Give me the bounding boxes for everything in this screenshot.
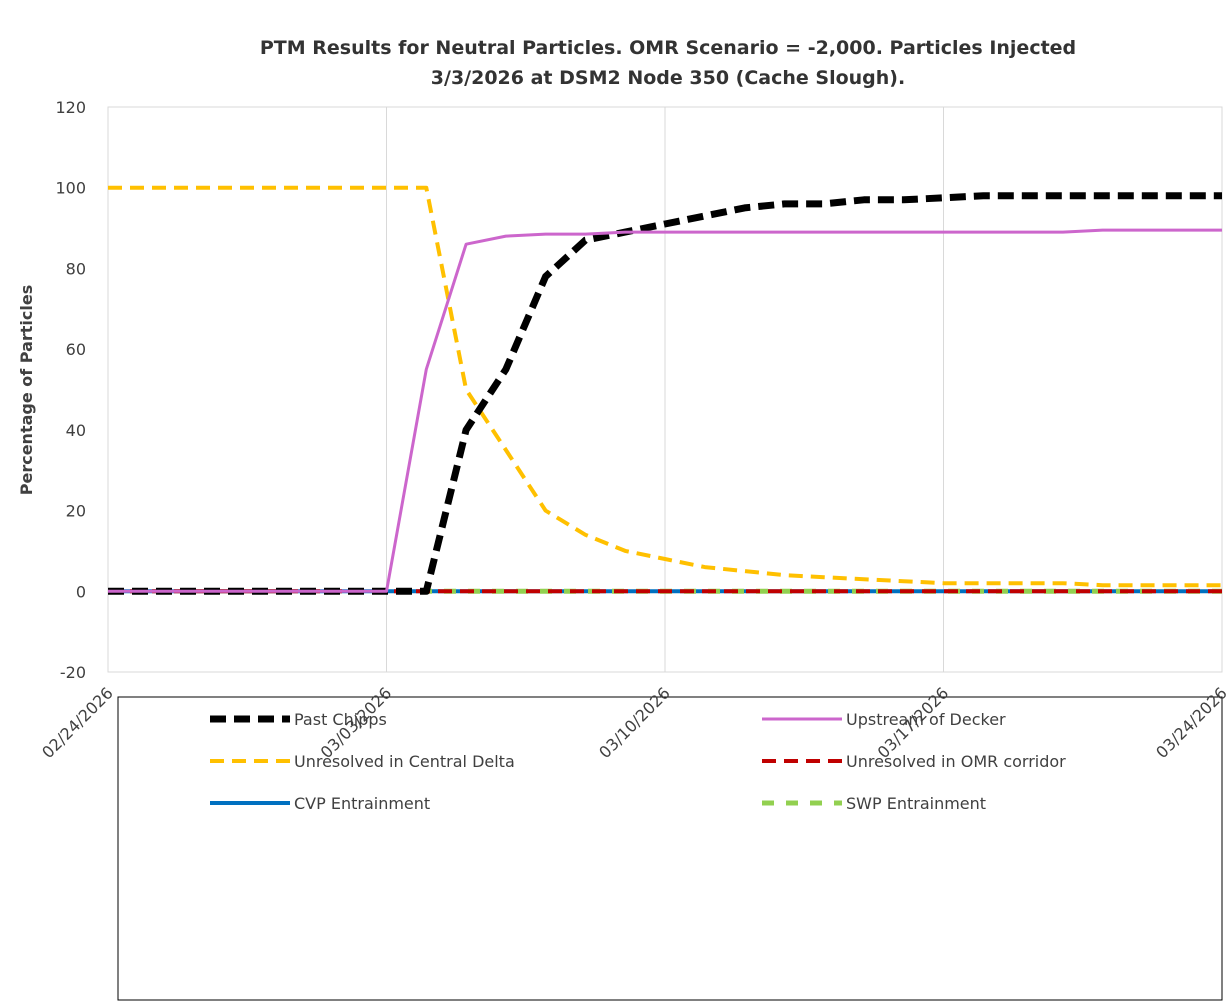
y-tick-label: 0 (76, 582, 86, 601)
chart-title: 3/3/2026 at DSM2 Node 350 (Cache Slough)… (431, 67, 905, 89)
y-tick-label: 100 (55, 179, 86, 198)
series-line (108, 228, 1222, 593)
y-tick-label: 40 (66, 421, 86, 440)
legend-label: Unresolved in Central Delta (294, 752, 515, 771)
y-tick-label: 60 (66, 340, 86, 359)
legend-label: Unresolved in OMR corridor (846, 752, 1066, 771)
y-tick-label: 80 (66, 259, 86, 278)
y-axis-label: Percentage of Particles (17, 285, 36, 496)
legend-box (117, 696, 1223, 1001)
y-tick-label: 120 (55, 98, 86, 117)
legend-label: Upstream of Decker (846, 710, 1006, 729)
y-tick-label: 20 (66, 502, 86, 521)
series-line (108, 185, 1222, 588)
legend-label: CVP Entrainment (294, 794, 430, 813)
legend-label: SWP Entrainment (846, 794, 986, 813)
legend-label: Past Chipps (294, 710, 387, 729)
chart-title: PTM Results for Neutral Particles. OMR S… (260, 37, 1076, 59)
y-tick-label: -20 (60, 663, 86, 682)
series-line (108, 192, 1222, 595)
